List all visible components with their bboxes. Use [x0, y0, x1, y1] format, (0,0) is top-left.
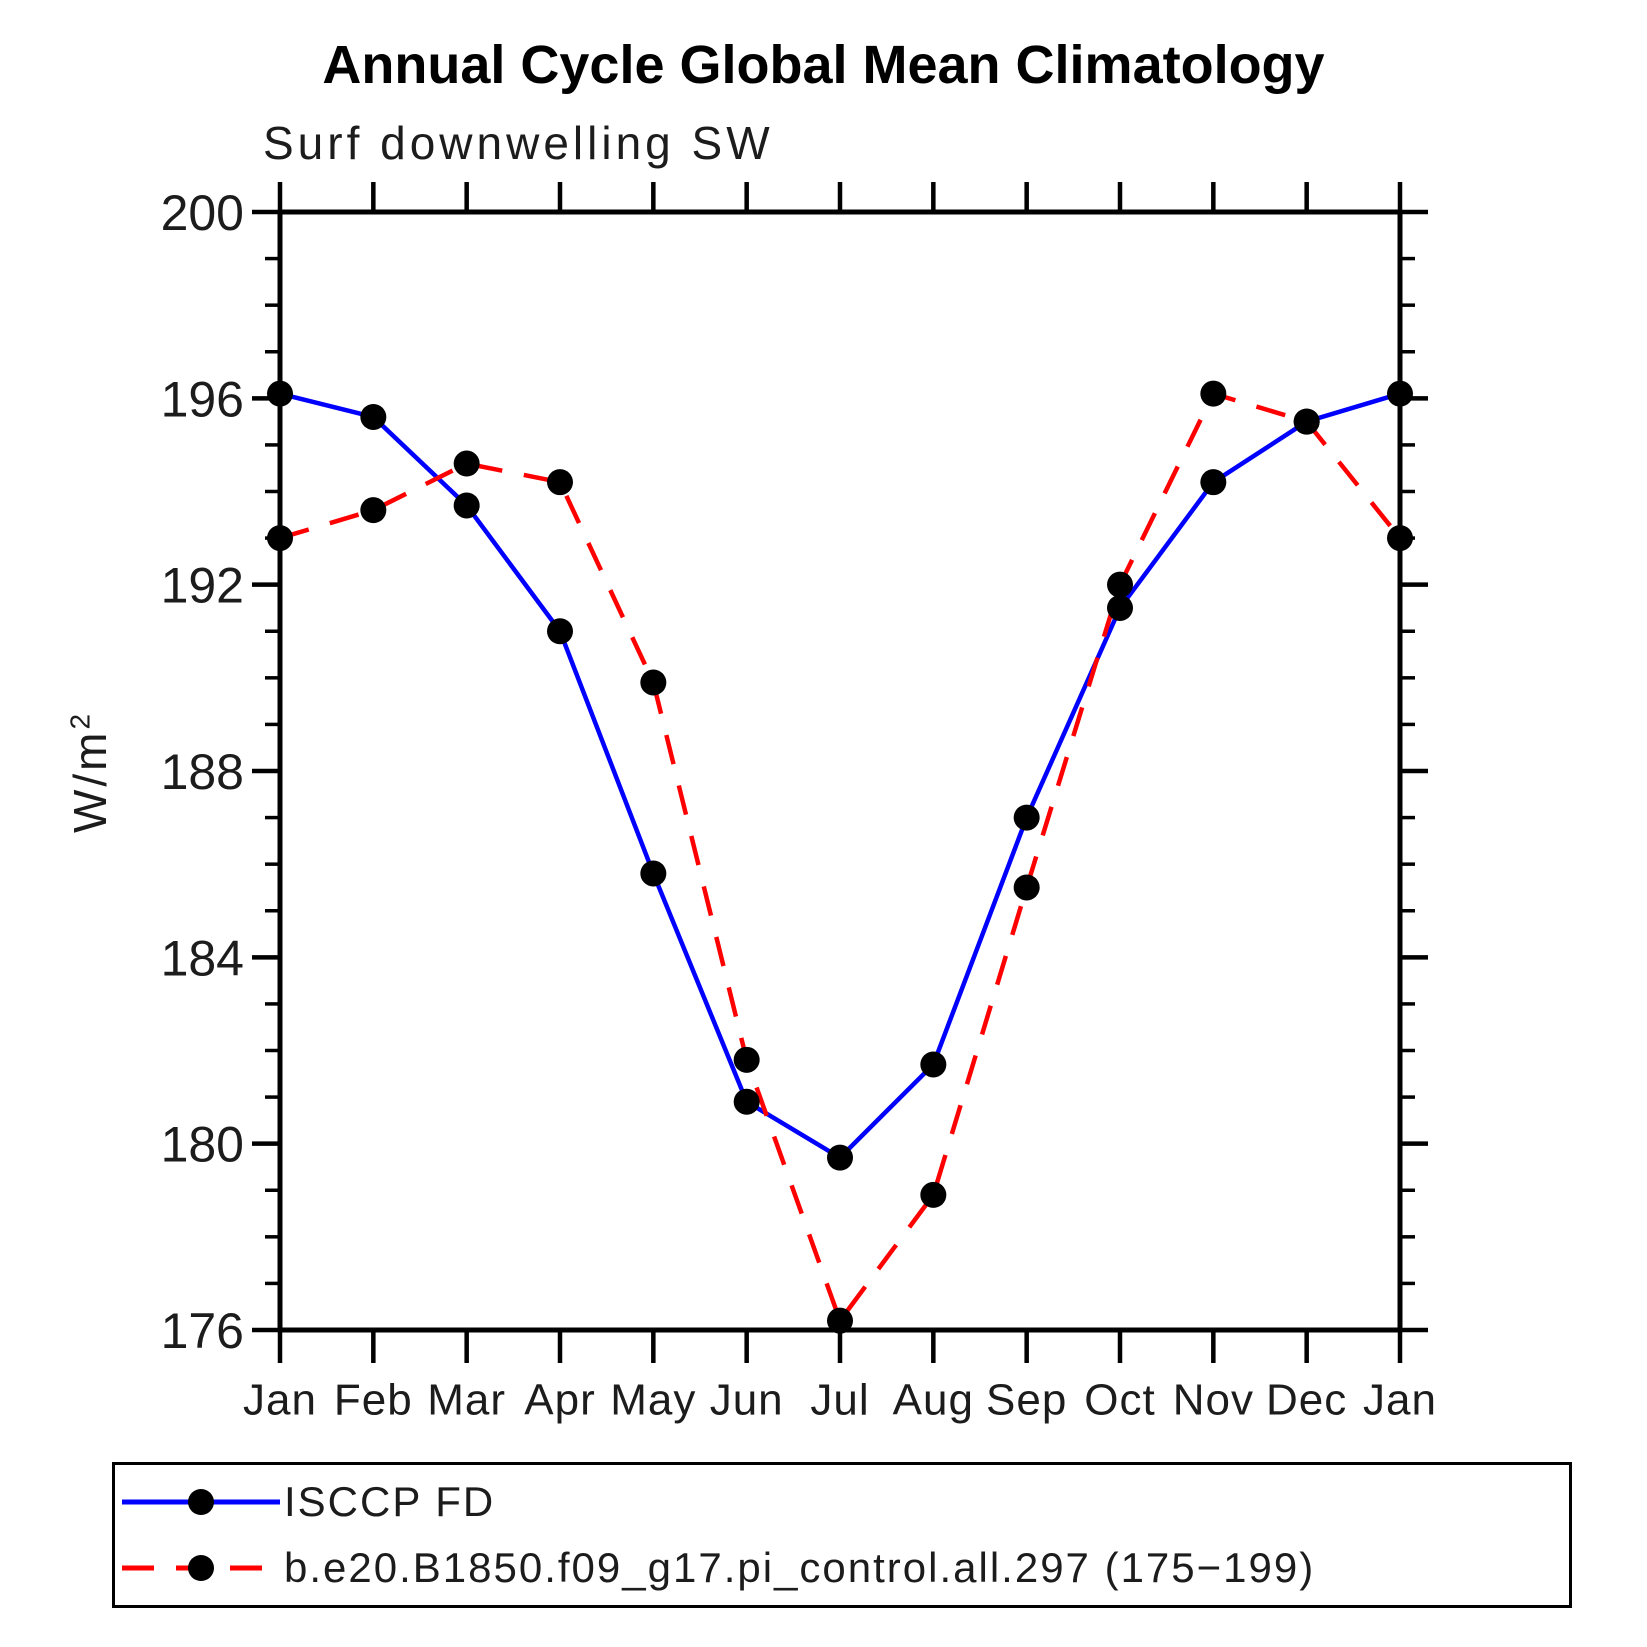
data-point [1107, 594, 1133, 621]
legend-item-isccp-fd: ISCCP FD [118, 1469, 1569, 1535]
data-point [920, 1051, 947, 1078]
data-point [640, 669, 667, 696]
x-tick-label: Mar [427, 1376, 506, 1425]
data-point [547, 469, 573, 496]
data-point [920, 1181, 947, 1208]
y-tick-label: 200 [161, 185, 244, 241]
data-point [1387, 525, 1413, 552]
legend-item-model-run: b.e20.B1850.f09_g17.pi_control.all.297 (… [118, 1535, 1569, 1601]
chart-title: Annual Cycle Global Mean Climatology [322, 35, 1325, 95]
data-point [733, 1088, 760, 1115]
x-tick-label: Jan [243, 1376, 317, 1425]
y-tick-label: 192 [161, 558, 244, 614]
data-point [1013, 874, 1040, 901]
y-tick-label: 188 [161, 744, 244, 800]
y-tick-label: 176 [161, 1303, 244, 1359]
y-tick-label: 184 [161, 930, 244, 986]
legend: ISCCP FD b.e20.B1850.f09_g17.pi_control.… [112, 1462, 1572, 1608]
data-point [1107, 571, 1133, 598]
legend-label-model-run: b.e20.B1850.f09_g17.pi_control.all.297 (… [284, 1544, 1316, 1591]
x-tick-label: May [610, 1376, 696, 1425]
data-point [1200, 469, 1227, 496]
x-tick-label: Jul [810, 1376, 869, 1425]
data-point [1013, 804, 1040, 831]
x-tick-label: Oct [1084, 1376, 1155, 1425]
x-tick-label: Aug [893, 1376, 974, 1425]
data-point [453, 492, 480, 519]
x-tick-label: Jun [710, 1376, 784, 1425]
x-tick-label: Dec [1266, 1376, 1347, 1425]
data-point [733, 1046, 760, 1073]
chart-subtitle: Surf downwelling SW [263, 117, 774, 169]
data-point [453, 450, 480, 477]
legend-solid-line-icon [122, 1489, 280, 1515]
series-line-model-run [279, 390, 1402, 1326]
y-tick-label: 180 [161, 1117, 244, 1173]
x-tick-label: Nov [1173, 1376, 1254, 1425]
y-tick-label: 196 [161, 371, 244, 427]
data-point [360, 403, 387, 430]
x-tick-label: Feb [334, 1376, 413, 1425]
data-point [1387, 380, 1413, 407]
data-point [547, 618, 573, 645]
data-point [640, 860, 667, 887]
data-point [1293, 408, 1320, 435]
legend-dashed-line-icon [122, 1555, 280, 1581]
legend-label-isccp-fd: ISCCP FD [284, 1478, 496, 1525]
data-point [360, 497, 387, 524]
x-tick-label: Jan [1363, 1376, 1437, 1425]
x-tick-label: Sep [986, 1376, 1067, 1425]
series-line-isccp-fd [279, 391, 1401, 1161]
x-tick-label: Apr [524, 1376, 595, 1425]
data-point [827, 1144, 853, 1171]
data-point [267, 525, 293, 552]
data-point [827, 1307, 853, 1334]
data-point [1200, 380, 1227, 407]
data-point [267, 380, 293, 407]
